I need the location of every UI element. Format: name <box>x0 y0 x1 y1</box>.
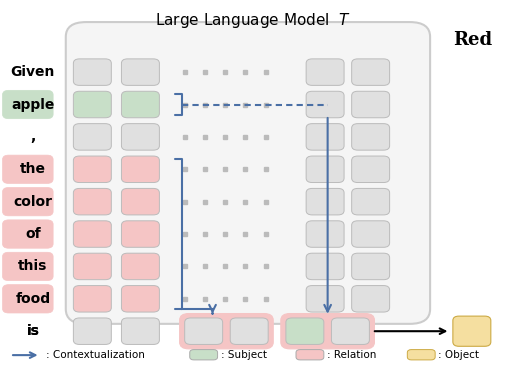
FancyBboxPatch shape <box>285 318 323 344</box>
FancyBboxPatch shape <box>351 59 389 85</box>
FancyBboxPatch shape <box>121 188 159 215</box>
FancyBboxPatch shape <box>351 188 389 215</box>
FancyBboxPatch shape <box>73 318 111 344</box>
FancyBboxPatch shape <box>73 188 111 215</box>
FancyBboxPatch shape <box>121 59 159 85</box>
FancyBboxPatch shape <box>351 91 389 118</box>
Text: : Subject: : Subject <box>220 350 266 360</box>
Text: apple: apple <box>11 98 55 112</box>
FancyBboxPatch shape <box>73 91 111 118</box>
FancyBboxPatch shape <box>351 253 389 280</box>
FancyBboxPatch shape <box>407 350 434 360</box>
Text: is: is <box>26 324 39 338</box>
FancyBboxPatch shape <box>73 124 111 150</box>
FancyBboxPatch shape <box>306 286 343 312</box>
FancyBboxPatch shape <box>3 187 53 216</box>
FancyBboxPatch shape <box>351 156 389 183</box>
FancyBboxPatch shape <box>306 188 343 215</box>
FancyBboxPatch shape <box>189 350 217 360</box>
FancyBboxPatch shape <box>3 285 53 313</box>
Text: of: of <box>25 227 40 241</box>
FancyBboxPatch shape <box>121 286 159 312</box>
FancyBboxPatch shape <box>184 318 222 344</box>
Text: food: food <box>15 292 50 306</box>
FancyBboxPatch shape <box>121 221 159 247</box>
Text: Large Language Model  $\mathit{T}$: Large Language Model $\mathit{T}$ <box>155 11 350 30</box>
FancyBboxPatch shape <box>295 350 323 360</box>
FancyBboxPatch shape <box>351 286 389 312</box>
FancyBboxPatch shape <box>121 124 159 150</box>
FancyBboxPatch shape <box>306 59 343 85</box>
FancyBboxPatch shape <box>351 124 389 150</box>
Text: is: is <box>26 324 39 338</box>
FancyBboxPatch shape <box>351 221 389 247</box>
FancyBboxPatch shape <box>3 155 53 184</box>
FancyBboxPatch shape <box>3 252 53 281</box>
FancyBboxPatch shape <box>452 316 490 346</box>
Text: : Relation: : Relation <box>326 350 376 360</box>
FancyBboxPatch shape <box>73 253 111 280</box>
Text: the: the <box>20 162 46 176</box>
FancyBboxPatch shape <box>3 220 53 248</box>
FancyBboxPatch shape <box>230 318 268 344</box>
FancyBboxPatch shape <box>306 221 343 247</box>
FancyBboxPatch shape <box>306 156 343 183</box>
FancyBboxPatch shape <box>306 253 343 280</box>
FancyBboxPatch shape <box>73 156 111 183</box>
FancyBboxPatch shape <box>280 314 374 349</box>
Text: Given: Given <box>11 65 55 79</box>
Text: : Object: : Object <box>437 350 478 360</box>
Text: this: this <box>18 259 47 273</box>
FancyBboxPatch shape <box>121 318 159 344</box>
FancyBboxPatch shape <box>306 124 343 150</box>
FancyBboxPatch shape <box>3 91 53 118</box>
FancyBboxPatch shape <box>73 286 111 312</box>
FancyBboxPatch shape <box>73 221 111 247</box>
FancyBboxPatch shape <box>306 91 343 118</box>
Text: color: color <box>13 195 53 209</box>
Text: Red: Red <box>452 32 492 49</box>
FancyBboxPatch shape <box>121 91 159 118</box>
FancyBboxPatch shape <box>73 59 111 85</box>
FancyBboxPatch shape <box>121 156 159 183</box>
FancyBboxPatch shape <box>331 318 369 344</box>
FancyBboxPatch shape <box>179 314 273 349</box>
FancyBboxPatch shape <box>121 253 159 280</box>
Text: : Contextualization: : Contextualization <box>45 350 144 360</box>
Text: ,: , <box>30 130 35 144</box>
FancyBboxPatch shape <box>66 22 429 324</box>
